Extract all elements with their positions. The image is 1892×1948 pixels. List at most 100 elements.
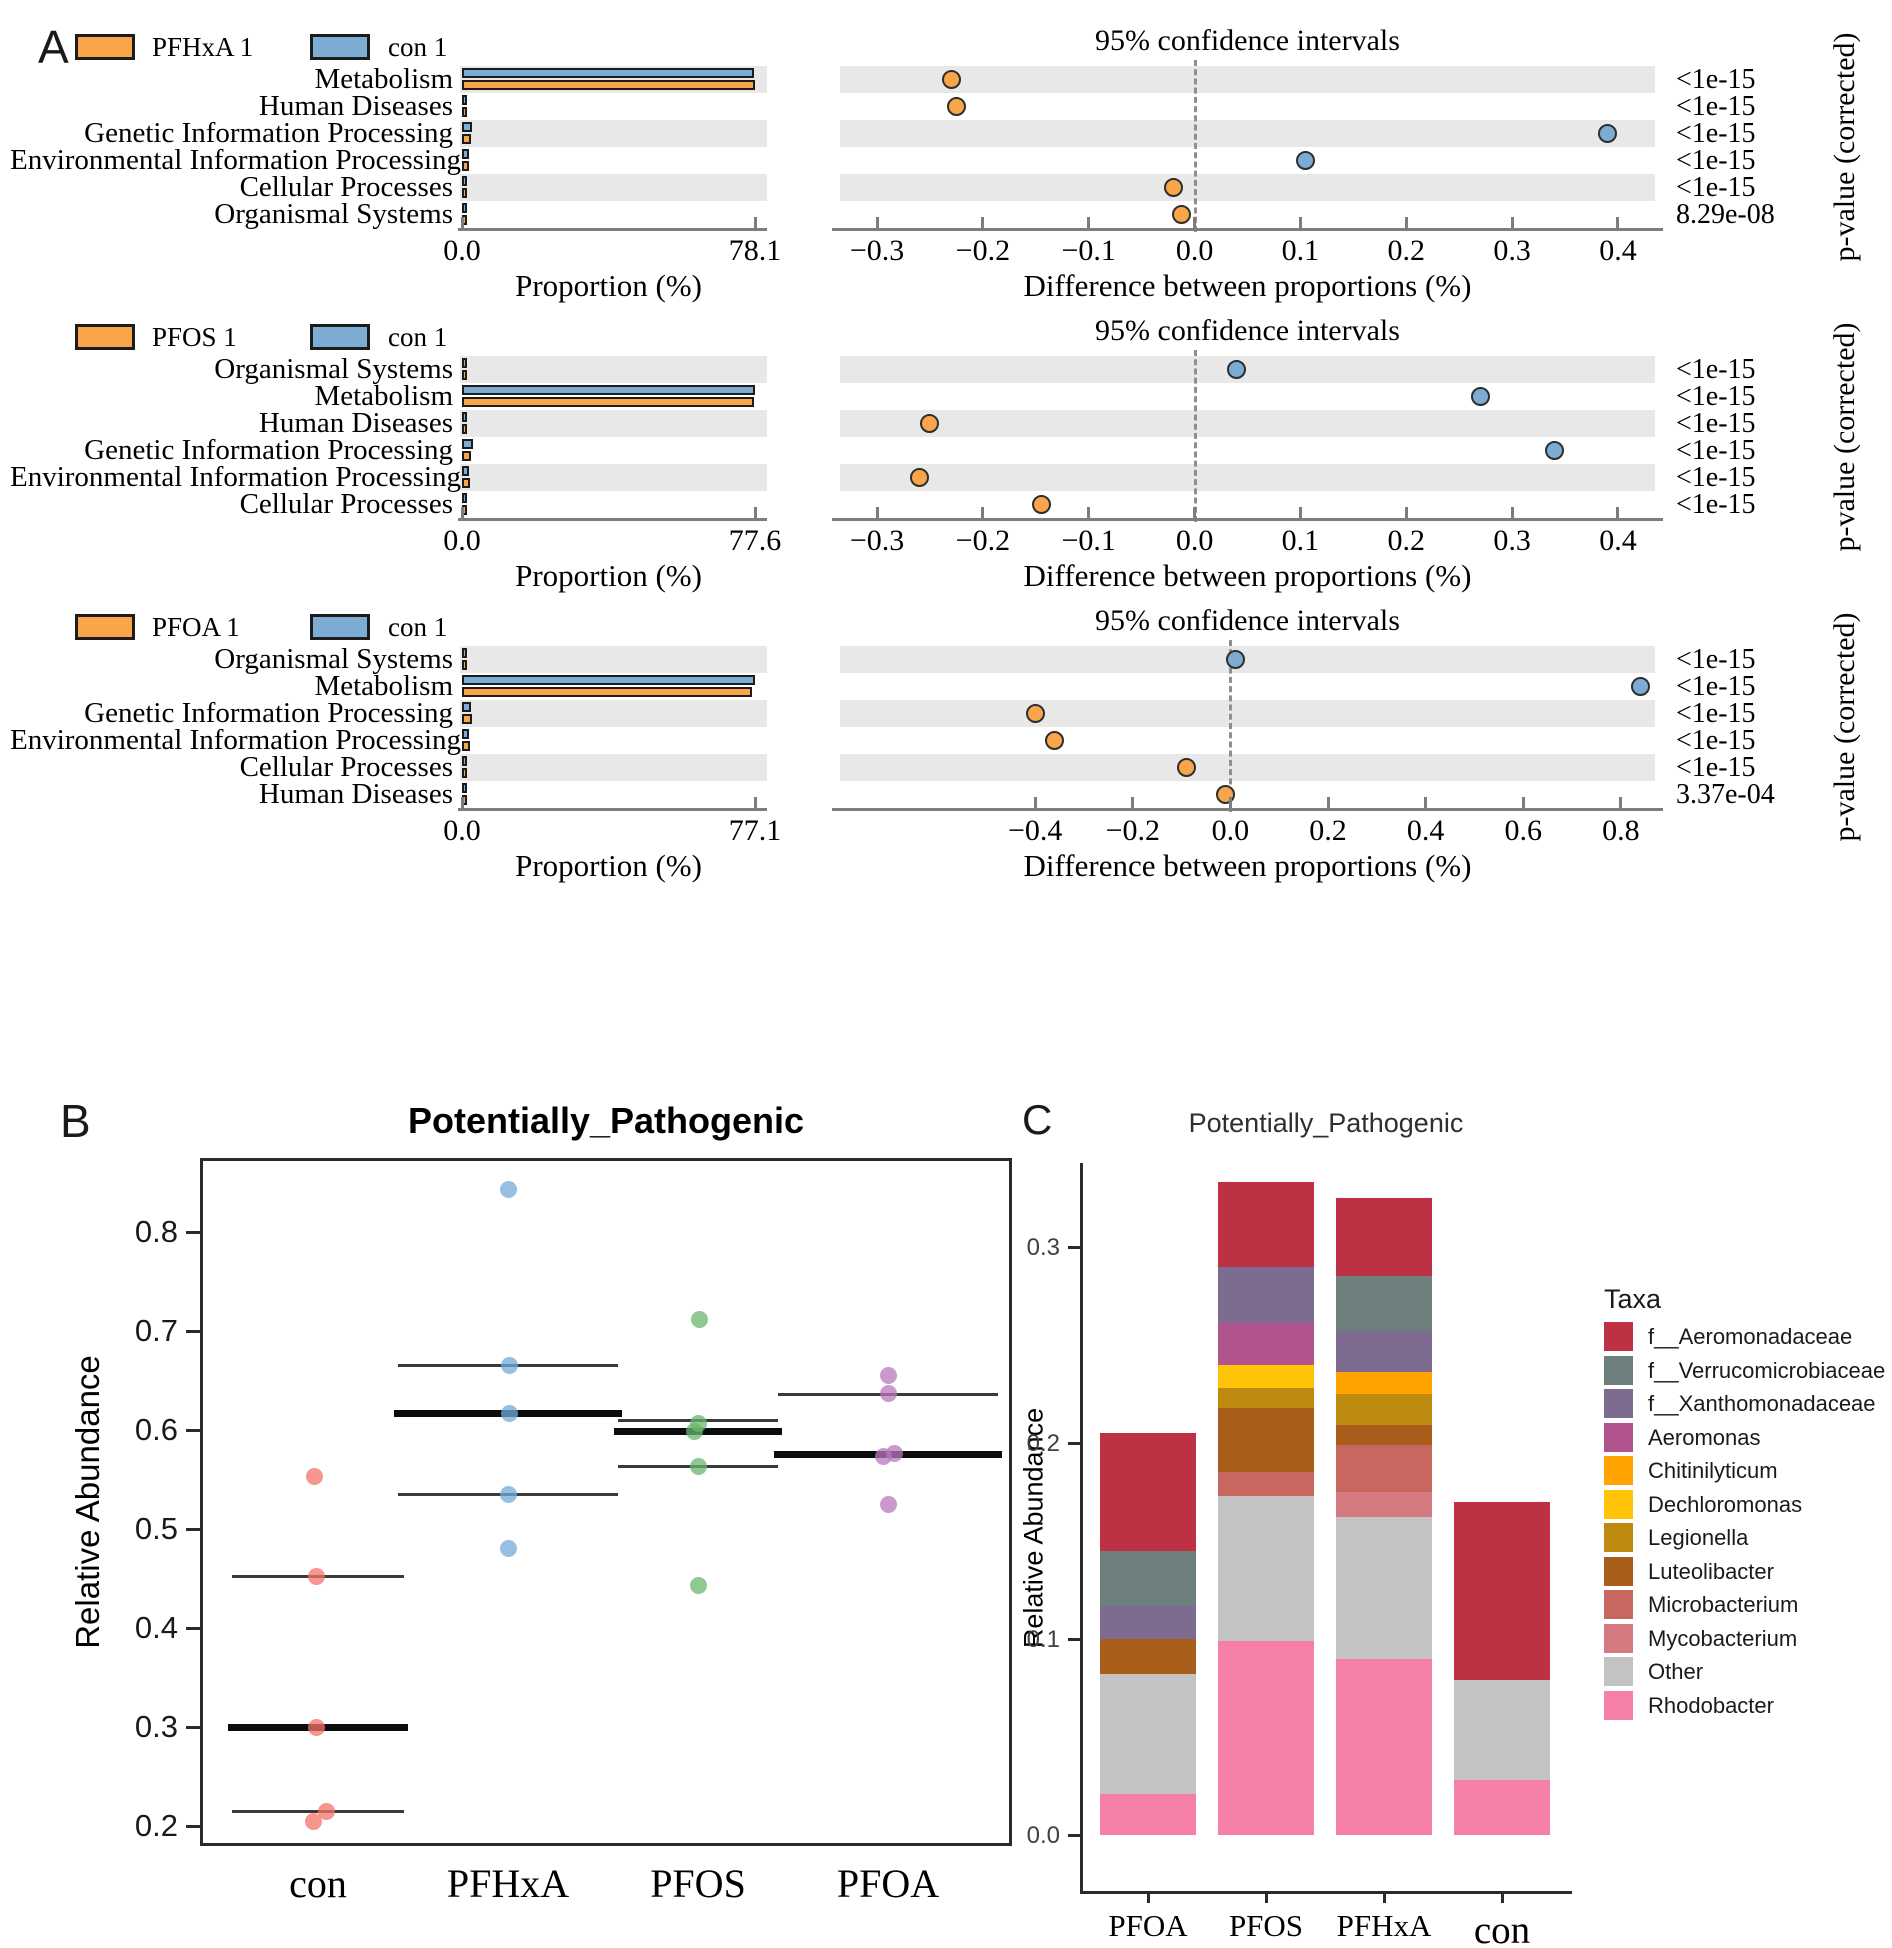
legend-swatch	[1604, 1556, 1633, 1586]
difference-axis-line	[832, 518, 1663, 521]
legend-swatch	[1604, 1489, 1633, 1519]
difference-tick-label: 0.2	[1309, 814, 1347, 847]
legend-swatch-treatment	[75, 34, 135, 60]
bar-segment-Rhodobacter	[1336, 1658, 1432, 1835]
panel-c-label: C	[1022, 1096, 1053, 1143]
row-shade-difference	[840, 464, 1655, 491]
proportion-bar-control	[462, 203, 467, 213]
zero-dashed-line	[1193, 350, 1197, 522]
proportion-bar-control	[462, 675, 755, 685]
legend-label-treatment: PFOS 1	[152, 322, 237, 352]
legend-swatch	[1604, 1690, 1633, 1720]
bar-segment-Dechloromonas	[1218, 1364, 1314, 1389]
difference-tick-label: 0.4	[1599, 234, 1637, 267]
difference-dot	[1163, 178, 1183, 197]
p-value: <1e-15	[1676, 644, 1756, 675]
legend-label-control: con 1	[388, 322, 448, 352]
proportion-bar-control	[462, 783, 467, 793]
proportion-tick-label: 77.1	[728, 814, 782, 847]
proportion-bar-control	[462, 493, 467, 503]
difference-axis-title: Difference between proportions (%)	[1023, 848, 1472, 883]
data-point	[304, 1812, 322, 1830]
difference-tick-label: −0.4	[1007, 814, 1063, 847]
y-tick-label: 0.0	[1026, 1822, 1060, 1849]
difference-dot	[1544, 441, 1564, 460]
difference-dot	[1045, 731, 1065, 750]
bar-segment-Legionella	[1218, 1388, 1314, 1408]
p-value: <1e-15	[1676, 435, 1756, 466]
proportion-bar-control	[462, 466, 470, 476]
x-tick	[1382, 1893, 1386, 1903]
category-label: Environmental Information Processing	[10, 724, 462, 756]
difference-tick-label: 0.2	[1387, 234, 1426, 267]
difference-tick-label: −0.1	[1061, 234, 1116, 267]
x-tick-label: PFHxA	[1336, 1908, 1432, 1943]
row-shade-difference	[840, 66, 1655, 93]
bar-segment-Chitinilyticum	[1336, 1372, 1432, 1394]
panel-a-label: A	[38, 21, 69, 73]
row-shade-proportion	[460, 356, 767, 383]
difference-axis-title: Difference between proportions (%)	[1023, 558, 1472, 593]
y-tick	[186, 1230, 200, 1234]
bar-segment-Rhodobacter	[1454, 1780, 1550, 1835]
proportion-axis-tick	[460, 797, 464, 808]
category-label: Cellular Processes	[239, 171, 453, 203]
y-tick-label: 0.3	[134, 1709, 178, 1744]
difference-tick-label: 0.0	[1175, 234, 1214, 267]
bar-segment-Luteolibacter	[1218, 1407, 1314, 1473]
legend-label: Luteolibacter	[1648, 1558, 1774, 1584]
bar-segment-f__Xanthomonadaceae	[1336, 1331, 1432, 1373]
y-tick	[186, 1428, 200, 1432]
legend-swatch	[1604, 1623, 1633, 1653]
difference-tick-label: −0.3	[849, 524, 905, 557]
proportion-bar-treatment	[462, 397, 754, 407]
row-shade-proportion	[460, 120, 767, 147]
row-shade-proportion	[460, 700, 767, 727]
difference-tick-label: 0.0	[1175, 524, 1214, 557]
p-value: <1e-15	[1676, 64, 1756, 95]
row-shade-difference	[840, 700, 1655, 727]
difference-tick-label: 0.4	[1406, 814, 1445, 847]
legend-label: f__Xanthomonadaceae	[1648, 1391, 1876, 1416]
legend-swatch	[1604, 1456, 1633, 1485]
difference-dot	[920, 414, 940, 433]
difference-axis-tick	[875, 217, 879, 228]
legend-swatch-control	[310, 324, 370, 350]
p-value: <1e-15	[1676, 381, 1756, 412]
proportion-axis-tick	[460, 217, 464, 228]
proportion-bar-control	[462, 412, 467, 422]
bar-segment-f__Verrucomicrobiaceae	[1100, 1550, 1196, 1606]
y-tick	[1068, 1245, 1080, 1249]
legend-label: f__Aeromonadaceae	[1648, 1324, 1853, 1349]
bar-segment-f__Xanthomonadaceae	[1100, 1605, 1196, 1639]
legend-label: Mycobacterium	[1648, 1625, 1798, 1651]
legend-label: Dechloromonas	[1648, 1491, 1803, 1517]
y-axis-line	[1080, 1163, 1083, 1893]
difference-axis-tick	[1193, 507, 1197, 518]
category-label: Metabolism	[314, 380, 453, 412]
category-label: Cellular Processes	[239, 488, 453, 520]
proportion-bar-treatment	[462, 161, 469, 171]
legend-label: Microbacterium	[1648, 1592, 1799, 1617]
data-point	[689, 1458, 707, 1476]
row-shade-difference	[840, 410, 1655, 437]
difference-axis-line	[832, 228, 1663, 231]
difference-axis-tick	[1616, 507, 1620, 518]
category-label: Organismal Systems	[214, 643, 453, 675]
data-point	[879, 1367, 897, 1385]
bar-segment-Microbacterium	[1336, 1444, 1432, 1492]
legend-swatch	[1604, 1355, 1633, 1385]
proportion-bar-control	[462, 756, 467, 766]
difference-tick-label: 0.1	[1281, 234, 1320, 267]
p-value: <1e-15	[1676, 489, 1756, 520]
x-tick-label: PFHxA	[446, 1861, 570, 1906]
proportion-tick-label: 77.6	[728, 524, 782, 557]
bar-segment-Rhodobacter	[1100, 1793, 1196, 1835]
difference-dot	[1176, 758, 1196, 777]
legend-label: Aeromonas	[1648, 1424, 1761, 1450]
row-shade-proportion	[460, 754, 767, 781]
difference-dot	[1172, 205, 1192, 224]
category-label: Cellular Processes	[239, 751, 453, 783]
proportion-bar-treatment	[462, 768, 467, 778]
